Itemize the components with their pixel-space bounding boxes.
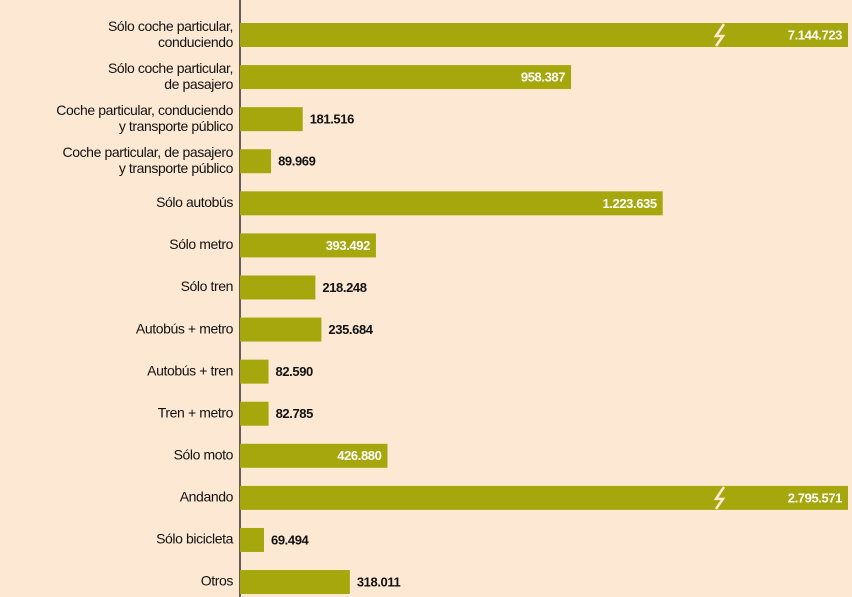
bar — [240, 233, 376, 258]
value-label: 393.492 — [326, 238, 370, 253]
y-tick-label: Sólo tren — [181, 278, 233, 294]
break-mark — [713, 486, 726, 510]
value-label: 318.011 — [357, 574, 401, 589]
y-tick-label: Autobús + metro — [136, 320, 234, 336]
value-label: 82.785 — [276, 406, 314, 421]
break-mark — [713, 23, 726, 47]
bar — [240, 527, 265, 552]
y-tick-label: Sólo coche particular, conduciendo — [108, 18, 234, 50]
y-tick-label: Sólo bicicleta — [156, 531, 234, 547]
y-tick-label: Andando — [180, 489, 234, 505]
value-label: 89.969 — [278, 154, 316, 169]
bar — [240, 23, 848, 47]
bar — [240, 485, 848, 510]
value-label: 1.223.635 — [602, 196, 656, 211]
y-tick-label: Tren + metro — [158, 404, 234, 420]
value-label: 426.880 — [337, 448, 381, 463]
value-label: 7.144.723 — [788, 27, 842, 42]
bar — [240, 275, 316, 300]
bar — [240, 570, 350, 595]
y-tick-label: Sólo metro — [169, 236, 233, 252]
y-tick-label: Sólo moto — [174, 447, 234, 463]
value-label: 2.795.571 — [788, 490, 842, 505]
bar — [240, 443, 388, 468]
value-label: 181.516 — [310, 112, 354, 127]
y-tick-label: Coche particular, de pasajero y transport… — [62, 144, 233, 176]
bar — [240, 107, 303, 132]
value-label: 958.387 — [521, 70, 565, 85]
value-label: 218.248 — [322, 280, 366, 295]
bar — [240, 149, 272, 174]
y-tick-label: Coche particular, conduciendo y transport… — [56, 102, 233, 134]
bar — [240, 359, 269, 384]
value-label: 82.590 — [276, 364, 314, 379]
value-label: 235.684 — [328, 322, 373, 337]
bar — [240, 65, 572, 90]
value-label: 69.494 — [271, 532, 310, 547]
y-tick-label: Autobús + tren — [147, 362, 233, 378]
bar — [240, 401, 269, 426]
y-tick-label: Otros — [201, 573, 234, 589]
y-tick-label: Sólo coche particular, de pasajero — [108, 60, 234, 92]
bar — [240, 191, 663, 216]
y-tick-label: Sólo autobús — [156, 194, 233, 210]
bar — [240, 317, 322, 342]
